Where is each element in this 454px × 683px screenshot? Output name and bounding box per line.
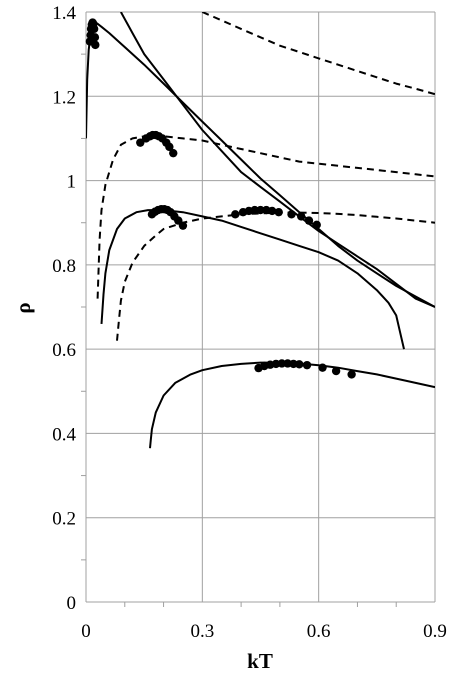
data-point [169, 148, 178, 158]
solid-curve-2 [120, 12, 435, 308]
x-tick-label: 0 [81, 621, 91, 642]
x-tick-label: 0.9 [423, 621, 447, 642]
y-tick-label: 0.8 [52, 256, 76, 277]
data-point [295, 360, 304, 369]
data-points [85, 18, 356, 379]
data-point [347, 370, 356, 379]
data-point [297, 212, 306, 221]
x-tick-labels: 0 0.3 0.6 0.9 [81, 621, 447, 642]
data-point [178, 221, 188, 230]
solid-curve-1 [86, 21, 435, 308]
y-tick-label: 1.4 [52, 3, 76, 24]
solid-curve-4 [149, 361, 435, 449]
data-point [274, 207, 283, 217]
data-point [267, 206, 277, 216]
y-tick-label: 0.6 [52, 340, 76, 361]
y-tick-labels: 0 0.2 0.4 0.6 0.8 1 1.2 1.4 [52, 3, 76, 614]
grid-lines [86, 11, 436, 602]
y-axis-title: ρ [11, 302, 35, 313]
dashed-curve-5 [201, 12, 435, 96]
data-point [304, 216, 314, 225]
y-tick-label: 0.4 [52, 424, 76, 445]
y-tick-label: 1 [67, 172, 77, 193]
y-tick-label: 1.2 [52, 87, 76, 108]
x-axis-title: kT [247, 649, 273, 673]
solid-curve-3 [100, 209, 405, 350]
curves [86, 12, 435, 449]
data-point [277, 359, 287, 368]
data-point [256, 205, 265, 215]
data-point [91, 40, 100, 50]
data-point [136, 138, 145, 147]
data-point [312, 220, 321, 230]
data-point [287, 210, 296, 219]
data-point [231, 210, 240, 219]
data-point [89, 24, 99, 34]
data-point [165, 142, 174, 152]
x-tick-label: 0.3 [190, 621, 214, 642]
y-tick-label: 0 [67, 593, 77, 614]
data-point [90, 33, 100, 42]
y-tick-label: 0.2 [52, 509, 76, 530]
data-point [331, 366, 341, 376]
x-tick-label: 0.6 [307, 621, 331, 642]
data-point [250, 205, 259, 215]
data-point [318, 363, 327, 372]
data-point [302, 360, 312, 370]
